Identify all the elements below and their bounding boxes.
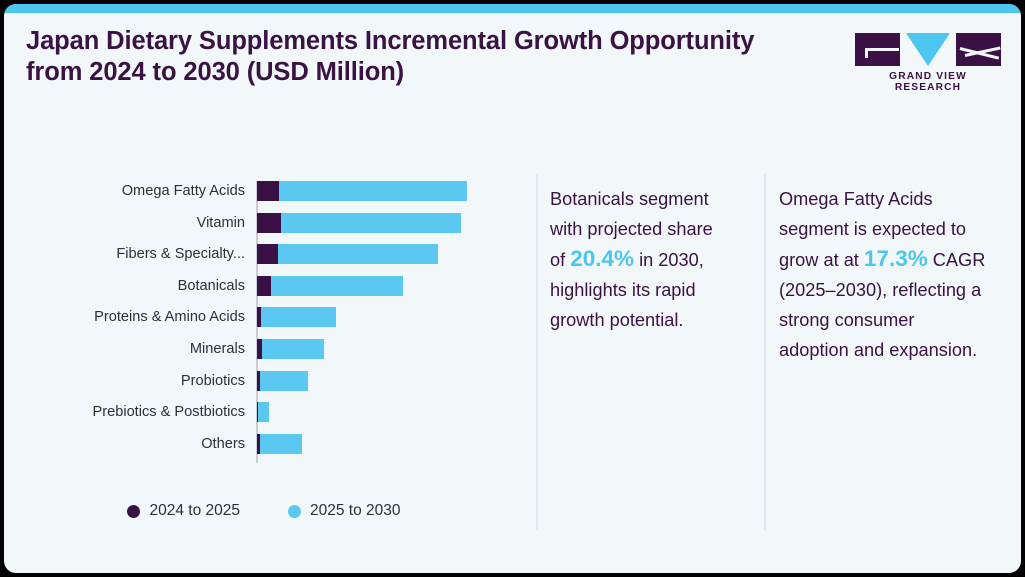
bar-plot: Omega Fatty Acids Vitamin Fibers & Special… bbox=[4, 164, 524, 464]
chart-legend: 2024 to 2025 2025 to 2030 bbox=[4, 496, 524, 526]
category-label: Probiotics bbox=[180, 372, 245, 389]
bar-stack[interactable] bbox=[257, 402, 270, 423]
brand-logo: GRAND VIEW RESEARCH bbox=[855, 33, 1001, 93]
legend-swatch-icon bbox=[127, 504, 141, 518]
page-title: Japan Dietary Supplements Incremental Gr… bbox=[26, 27, 755, 86]
legend-entry[interactable]: 2024 to 2025 bbox=[127, 502, 240, 520]
category-label: Botanicals bbox=[177, 277, 245, 294]
brand-name: GRAND VIEW RESEARCH bbox=[889, 71, 967, 93]
bar-segment-first-period[interactable] bbox=[257, 212, 281, 233]
divider-left bbox=[536, 174, 538, 530]
logo-letter-g-icon bbox=[855, 33, 900, 66]
chart-panel: Omega Fatty Acids Vitamin Fibers & Special… bbox=[4, 164, 524, 544]
category-label: Others bbox=[201, 435, 245, 452]
chart-row: Prebiotics & Postbiotics bbox=[4, 402, 524, 423]
callout-botanicals-text-after: in 2030, highlights its rapid growth pot… bbox=[550, 250, 704, 330]
category-label: Fibers & Specialty... bbox=[116, 246, 245, 263]
callout-omega-fatty-acids: Omega Fatty Acids segment is expected to… bbox=[779, 184, 989, 365]
bar-stack[interactable] bbox=[257, 181, 468, 201]
category-label: Minerals bbox=[189, 341, 245, 357]
bar-segment-second-period[interactable] bbox=[279, 181, 468, 201]
callout-omega-highlight-value: 17.3% bbox=[863, 246, 928, 271]
bar-segment-first-period[interactable] bbox=[257, 402, 258, 423]
bar-stack[interactable] bbox=[257, 370, 308, 391]
bar-stack[interactable] bbox=[257, 212, 461, 233]
bar-segment-first-period[interactable] bbox=[257, 244, 279, 265]
bar-segment-first-period[interactable] bbox=[257, 181, 279, 201]
bar-segment-second-period[interactable] bbox=[261, 339, 324, 359]
bar-segment-first-period[interactable] bbox=[257, 339, 262, 359]
infographic-card: Japan Dietary Supplements Incremental Gr… bbox=[4, 4, 1021, 573]
bar-segment-first-period[interactable] bbox=[257, 275, 272, 296]
chart-row: Vitamin bbox=[4, 212, 524, 233]
bar-segment-second-period[interactable] bbox=[259, 433, 302, 454]
header: Japan Dietary Supplements Incremental Gr… bbox=[4, 13, 1021, 108]
category-label: Prebiotics & Postbiotics bbox=[92, 404, 246, 421]
bar-segment-first-period[interactable] bbox=[257, 370, 260, 391]
bar-segment-second-period[interactable] bbox=[258, 402, 270, 423]
logo-g-bar-icon bbox=[865, 48, 899, 51]
bar-stack[interactable] bbox=[257, 433, 302, 454]
chart-row: Omega Fatty Acids bbox=[4, 181, 524, 201]
category-axis-line bbox=[256, 181, 258, 463]
bar-segment-second-period[interactable] bbox=[259, 370, 308, 391]
callout-botanicals-highlight-value: 20.4% bbox=[570, 246, 635, 271]
logo-g-stem-icon bbox=[865, 48, 868, 58]
callout-omega-text-before: Omega Fatty Acids segment is expected to… bbox=[779, 189, 967, 270]
bar-segment-first-period[interactable] bbox=[257, 433, 260, 454]
bar-segment-second-period[interactable] bbox=[271, 275, 404, 296]
logo-letter-v-icon bbox=[906, 33, 950, 66]
callout-botanicals: Botanicals segment with projected share … bbox=[550, 184, 728, 335]
legend-label: 2025 to 2030 bbox=[310, 502, 401, 519]
category-label: Vitamin bbox=[196, 214, 245, 231]
chart-row: Minerals bbox=[4, 339, 524, 359]
legend-label: 2024 to 2025 bbox=[149, 502, 240, 519]
chart-row: Fibers & Specialty... bbox=[4, 244, 524, 265]
top-accent-bar bbox=[4, 4, 1021, 13]
chart-row: Botanicals bbox=[4, 275, 524, 296]
logo-marks bbox=[855, 33, 1001, 66]
chart-row: Proteins & Amino Acids bbox=[4, 307, 524, 328]
chart-row: Probiotics bbox=[4, 370, 524, 391]
bar-segment-second-period[interactable] bbox=[278, 244, 438, 265]
bar-stack[interactable] bbox=[257, 307, 337, 328]
bar-stack[interactable] bbox=[257, 244, 438, 265]
divider-right bbox=[764, 174, 766, 530]
chart-row: Others bbox=[4, 433, 524, 454]
category-label: Proteins & Amino Acids bbox=[94, 309, 245, 326]
legend-entry[interactable]: 2025 to 2030 bbox=[288, 502, 401, 520]
legend-swatch-icon bbox=[288, 504, 301, 518]
bar-segment-second-period[interactable] bbox=[280, 212, 461, 233]
bar-stack[interactable] bbox=[257, 275, 404, 296]
bar-stack[interactable] bbox=[257, 339, 324, 359]
callout-omega-text-after: CAGR (2025–2030), reflecting a strong co… bbox=[779, 250, 986, 360]
bar-segment-first-period[interactable] bbox=[257, 307, 261, 328]
callout-botanicals-text-before: Botanicals segment with projected share … bbox=[550, 189, 713, 270]
bar-segment-second-period[interactable] bbox=[260, 307, 337, 328]
category-label: Omega Fatty Acids bbox=[121, 183, 245, 199]
